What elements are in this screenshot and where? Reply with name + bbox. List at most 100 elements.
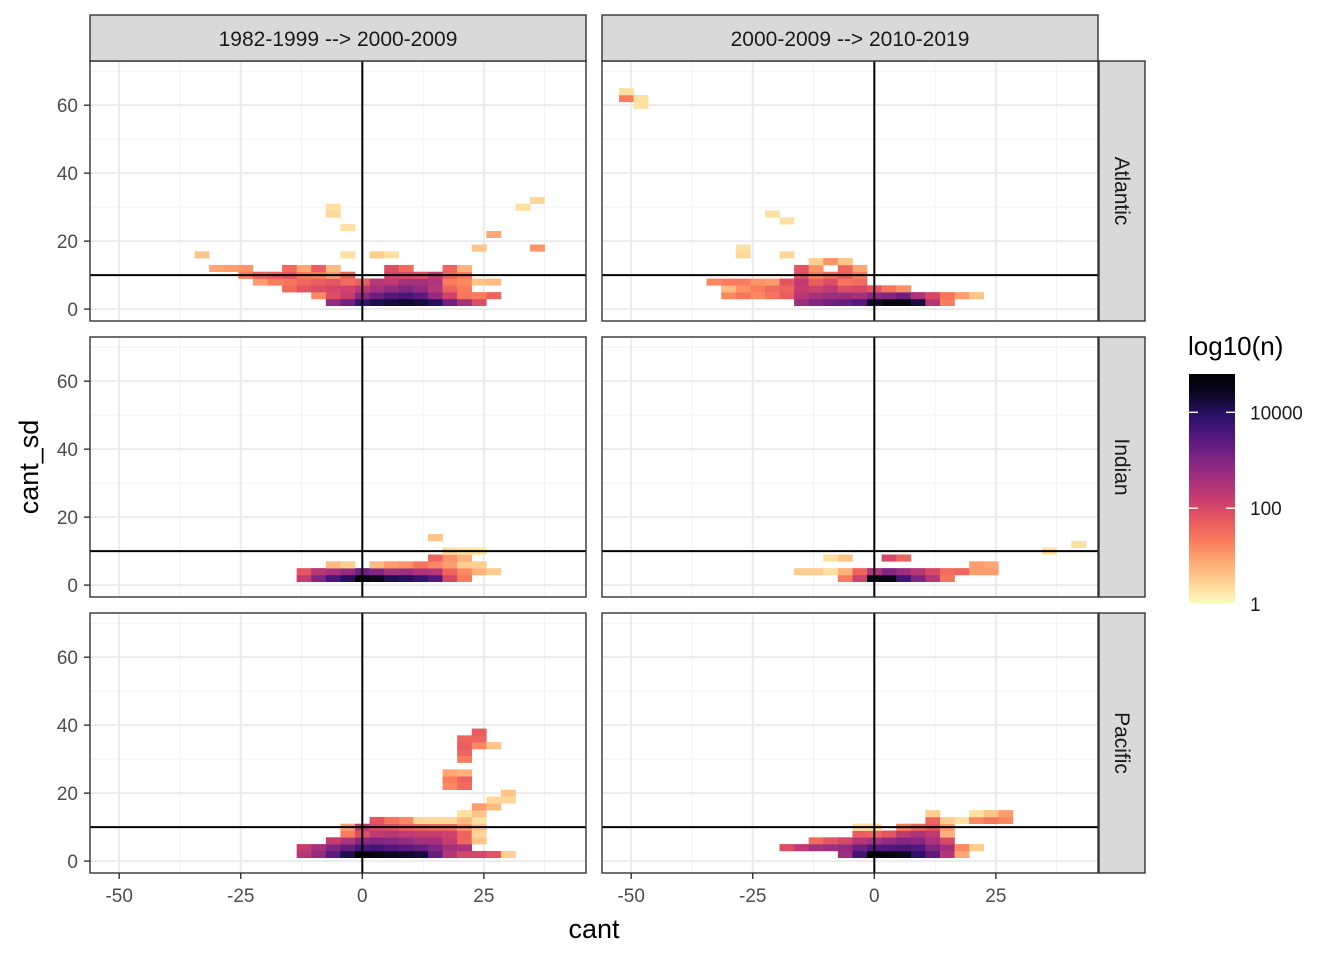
legend-ticks: 1 100 10000 [1189,403,1303,616]
heatmap-cell [442,837,458,845]
heatmap-cell [881,850,897,859]
heatmap-cell [852,850,868,859]
heatmap-cell [794,844,809,852]
heatmap-cell [413,561,429,569]
heatmap-cell [427,850,443,859]
heatmap-cell [925,850,941,859]
heatmap-cell [457,561,473,569]
heatmap-cell [325,292,341,300]
heatmap-cell [969,810,985,818]
row-strip-label: Pacific [1110,712,1133,774]
panel-border [601,612,1099,874]
heatmap-cell [427,830,443,838]
heatmap-cell [823,568,839,576]
heatmap-cell [340,574,356,583]
heatmap-cell [1071,540,1087,549]
heatmap-cell [340,561,356,569]
x-tick-label: 0 [869,886,880,907]
heatmap-cell [852,264,868,273]
heatmap-cell [471,803,487,811]
heatmap-cell [794,278,809,286]
heatmap-cell [852,278,868,286]
heatmap-cell [779,844,795,852]
heatmap-cell [735,251,751,259]
heatmap-cell [369,292,385,300]
heatmap-cell [735,244,751,252]
heatmap-cell [427,568,443,576]
heatmap-cell [939,816,955,825]
heatmap-cell [764,285,780,293]
heatmap-cell [194,251,210,259]
heatmap-cell [619,88,634,96]
heatmap-cell [983,568,999,576]
heatmap-cell [457,742,473,750]
heatmap-cell [896,568,912,576]
heatmap-cell [340,568,356,576]
heatmap-cell [413,850,429,859]
heatmap-cell [896,554,912,562]
heatmap-cell [413,816,429,825]
heatmap-cell [794,568,809,576]
x-tick-label: 0 [357,886,368,907]
heatmap-cell [340,298,356,307]
heatmap-cell [969,816,985,825]
heatmap-cell [384,574,400,583]
panel-background [602,613,1098,873]
heatmap-cell [369,830,385,838]
heatmap-cell [808,292,824,300]
heatmap-cell [837,568,853,576]
heatmap-cell [471,742,487,750]
heatmap-cell [369,251,385,259]
heatmap-cell [939,568,955,576]
heatmap-cell [881,837,897,845]
heatmap-cell [837,278,853,286]
heatmap-cell [925,292,941,300]
heatmap-cell [486,796,502,804]
heatmap-cell [939,298,955,307]
heatmap-cell [471,735,487,743]
heatmap-cell [823,554,839,562]
heatmap-cell [442,782,458,791]
heatmap-cell [852,285,868,293]
heatmap-cell [721,285,737,293]
heatmap-cell [530,244,545,252]
heatmap-cell [954,844,970,852]
heatmap-cell [471,278,487,286]
heatmap-cell [457,810,473,818]
y-tick-label: 40 [57,440,78,461]
heatmap-cell [427,285,443,293]
heatmap-cell [340,830,356,838]
heatmap-cell [823,298,839,307]
heatmap-cell [706,278,722,286]
heatmap-cell [427,816,443,825]
heatmap-cell [311,574,327,583]
heatmap-cell [471,244,487,252]
heatmap-cell [764,278,780,286]
heatmap-cell [896,844,912,852]
legend-tick-label: 1 [1250,595,1261,616]
heatmap-cell [837,554,853,562]
heatmap-cell [837,844,853,852]
heatmap-cell [808,568,824,576]
heatmap-cell [384,251,400,259]
heatmap-cell [340,251,356,259]
heatmap-cell [837,258,853,266]
heatmap-cell [442,769,458,777]
heatmap-cell [881,568,897,576]
heatmap-cell [457,748,473,757]
heatmap-cell [471,298,487,307]
heatmap-cell [896,285,912,293]
heatmap-cell [398,264,414,273]
y-tick-label: 0 [67,300,78,321]
heatmap-cell [384,568,400,576]
heatmap-cell [398,568,414,576]
heatmap-cell [398,292,414,300]
heatmap-cell [209,264,225,273]
row-strip-indian [1098,336,1146,598]
heatmap-cell [515,203,531,211]
heatmap-cell [823,837,839,845]
heatmap-cell [954,568,970,576]
heatmap-cell [442,285,458,293]
heatmap-cell [896,574,912,583]
heatmap-cell [457,554,473,562]
